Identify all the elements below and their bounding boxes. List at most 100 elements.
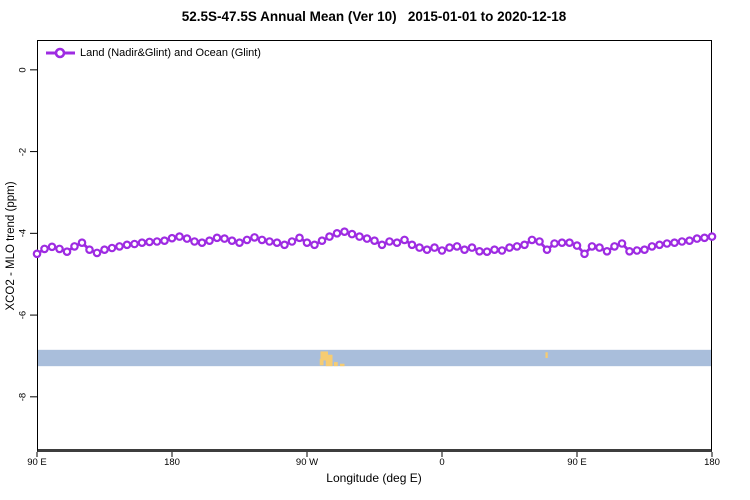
legend xyxy=(44,46,78,60)
data-point-marker xyxy=(287,237,297,246)
data-point-marker xyxy=(362,234,372,243)
data-point-marker xyxy=(392,238,402,248)
chart-title: 52.5S-47.5S Annual Mean (Ver 10) 2015-01… xyxy=(181,9,567,24)
data-point-marker xyxy=(685,236,694,246)
data-point-marker xyxy=(602,247,612,256)
data-point-marker xyxy=(227,236,237,246)
data-point-marker xyxy=(505,243,514,252)
x-tick-label: 180 xyxy=(704,457,720,468)
data-point-marker xyxy=(407,240,417,250)
data-point-marker xyxy=(692,234,702,243)
y-tick-label: -2 xyxy=(17,147,29,156)
data-point-marker xyxy=(400,235,409,245)
data-point-marker xyxy=(205,236,214,246)
data-point-marker xyxy=(340,227,349,237)
data-point-marker xyxy=(70,242,79,251)
land-patch xyxy=(320,351,328,361)
x-axis-title: Longitude (deg E) xyxy=(326,471,422,485)
data-point-marker xyxy=(115,242,124,251)
y-tick-label: -8 xyxy=(17,392,29,402)
data-point-marker xyxy=(677,237,687,246)
data-point-marker xyxy=(272,238,282,248)
data-point-marker xyxy=(137,238,147,248)
data-point-marker xyxy=(122,240,132,250)
data-point-marker xyxy=(452,242,462,251)
data-point-marker xyxy=(130,239,139,249)
data-point-marker xyxy=(190,237,199,246)
data-point-marker xyxy=(212,233,222,243)
data-point-marker xyxy=(77,238,87,248)
data-point-marker xyxy=(482,247,492,257)
x-tick-label: 180 xyxy=(164,457,180,468)
data-point-marker xyxy=(242,235,252,245)
data-point-marker xyxy=(610,242,619,251)
data-point-marker xyxy=(655,240,664,250)
data-point-marker xyxy=(542,245,552,255)
data-point-marker xyxy=(145,237,154,247)
data-point-marker xyxy=(100,245,109,255)
land-patch xyxy=(340,363,345,367)
data-point-marker xyxy=(490,245,499,255)
data-point-marker xyxy=(662,239,672,248)
y-tick-label: -4 xyxy=(17,229,29,238)
data-point-marker xyxy=(62,247,72,257)
data-point-marker xyxy=(92,248,102,258)
data-point-marker xyxy=(182,234,192,243)
data-point-marker xyxy=(572,241,582,250)
data-point-marker xyxy=(370,236,379,246)
data-point-marker xyxy=(520,240,529,250)
data-point-marker xyxy=(302,238,312,248)
x-tick-label: 90 E xyxy=(27,457,47,468)
data-point-marker xyxy=(632,246,642,255)
data-point-marker xyxy=(467,243,477,252)
data-point-marker xyxy=(257,235,267,245)
data-point-marker xyxy=(347,229,357,239)
land-patch xyxy=(325,354,333,367)
x-tick-label: 0 xyxy=(439,457,445,468)
data-point-marker xyxy=(235,238,244,248)
data-point-marker xyxy=(475,247,484,256)
land-patch xyxy=(334,362,338,367)
data-point-marker xyxy=(497,246,507,255)
data-point-marker xyxy=(332,229,342,238)
data-point-marker xyxy=(535,237,544,246)
y-axis-title: XCO2 - MLO trend (ppm) xyxy=(5,181,17,311)
data-point-marker xyxy=(152,237,162,246)
data-point-marker xyxy=(197,238,207,248)
data-point-marker xyxy=(325,232,334,241)
data-point-marker xyxy=(460,245,469,255)
data-point-marker xyxy=(430,243,439,252)
legend-marker-icon xyxy=(46,47,75,59)
data-point-marker xyxy=(107,243,117,253)
data-point-marker xyxy=(565,238,574,248)
legend-label: Land (Nadir&Glint) and Ocean (Glint) xyxy=(80,47,261,59)
data-point-marker xyxy=(85,245,94,255)
data-point-marker xyxy=(55,244,64,254)
data-point-marker xyxy=(580,249,589,259)
data-point-marker xyxy=(625,247,634,256)
data-point-marker xyxy=(167,233,177,243)
data-point-marker xyxy=(595,243,604,252)
data-point-marker xyxy=(317,236,327,246)
data-point-marker xyxy=(550,239,559,248)
data-point-marker xyxy=(445,243,454,252)
data-point-marker xyxy=(707,232,717,241)
data-point-marker xyxy=(617,239,627,248)
data-point-marker xyxy=(700,233,709,243)
data-point-marker xyxy=(310,240,319,250)
data-point-marker xyxy=(422,245,432,255)
plot-box xyxy=(37,40,712,452)
data-point-marker xyxy=(437,246,447,255)
land-patch xyxy=(319,358,324,366)
land-patch xyxy=(545,352,548,358)
data-point-marker xyxy=(527,235,537,245)
data-point-marker xyxy=(32,249,42,259)
ocean-band xyxy=(38,349,711,367)
data-point-marker xyxy=(512,242,522,251)
data-point-marker xyxy=(220,234,229,243)
x-tick-label: 90 W xyxy=(295,457,319,468)
y-tick-label: -6 xyxy=(17,310,29,320)
data-point-marker xyxy=(47,242,57,252)
data-point-marker xyxy=(265,237,274,246)
